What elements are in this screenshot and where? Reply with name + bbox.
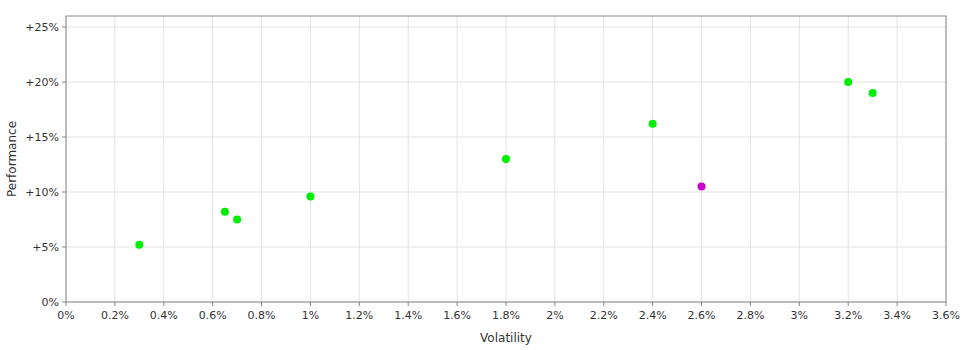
x-tick-label: 0.2% — [101, 309, 129, 322]
point — [502, 155, 510, 163]
series — [135, 78, 876, 249]
x-tick — [946, 302, 947, 306]
x-tick — [310, 302, 311, 306]
x-tick-label: 2.8% — [736, 309, 764, 322]
x-grid-line — [848, 16, 849, 302]
y-tick-label: +5% — [32, 241, 59, 254]
x-tick-label: 1.2% — [345, 309, 373, 322]
x-tick — [506, 302, 507, 306]
x-tick — [163, 302, 164, 306]
y-tick — [62, 247, 66, 248]
y-tick-label: 0% — [42, 296, 59, 309]
x-grid-line — [310, 16, 311, 302]
grid — [66, 16, 946, 302]
point — [844, 78, 852, 86]
x-tick-label: 1% — [302, 309, 319, 322]
x-tick-label: 3.6% — [932, 309, 960, 322]
x-tick-label: 0.8% — [248, 309, 276, 322]
y-grid-line — [66, 137, 946, 138]
y-tick-label: +15% — [25, 131, 59, 144]
plot-background — [66, 16, 946, 302]
x-tick-label: 3% — [791, 309, 808, 322]
y-grid-line — [66, 82, 946, 83]
x-grid-line — [750, 16, 751, 302]
y-tick — [62, 137, 66, 138]
x-tick-label: 0% — [57, 309, 74, 322]
x-grid-line — [408, 16, 409, 302]
x-grid-line — [897, 16, 898, 302]
y-tick-label: +25% — [25, 21, 59, 34]
x-grid-line — [701, 16, 702, 302]
x-tick-label: 3.4% — [883, 309, 911, 322]
x-tick — [212, 302, 213, 306]
y-grid-line — [66, 27, 946, 28]
chart-container: 0% 0.2% 0.4% 0.6% 0.8% 1% 1.2% 1.4% 1.6% 1.8% 2% 2.… — [0, 0, 966, 350]
x-tick — [603, 302, 604, 306]
x-grid-line — [359, 16, 360, 302]
x-tick-label: 2.2% — [590, 309, 618, 322]
x-grid-line — [457, 16, 458, 302]
x-tick — [652, 302, 653, 306]
y-grid-line — [66, 247, 946, 248]
chart: 0% 0.2% 0.4% 0.6% 0.8% 1% 1.2% 1.4% 1.6% 1.8% 2% 2.… — [0, 0, 966, 350]
point — [233, 216, 241, 224]
x-tick — [554, 302, 555, 306]
x-tick-label: 3.2% — [834, 309, 862, 322]
point — [869, 89, 877, 97]
x-tick — [848, 302, 849, 306]
x-tick — [408, 302, 409, 306]
series — [698, 183, 706, 191]
x-tick — [457, 302, 458, 306]
point — [649, 120, 657, 128]
x-grid-line — [652, 16, 653, 302]
x-tick — [66, 302, 67, 306]
point — [306, 192, 314, 200]
x-axis-label: Volatility — [480, 331, 532, 345]
x-tick — [701, 302, 702, 306]
y-tick — [62, 27, 66, 28]
x-tick — [114, 302, 115, 306]
x-tick-label: 1.8% — [492, 309, 520, 322]
points — [135, 78, 876, 249]
x-tick — [261, 302, 262, 306]
tick-labels: 0% 0.2% 0.4% 0.6% 0.8% 1% 1.2% 1.4% 1.6% 1.8% 2% 2.… — [25, 21, 960, 322]
x-grid-line — [554, 16, 555, 302]
y-axis-label: Performance — [5, 121, 19, 197]
x-tick — [750, 302, 751, 306]
plot-frame — [66, 16, 946, 302]
x-tick — [799, 302, 800, 306]
y-tick — [62, 192, 66, 193]
x-tick-label: 2.4% — [639, 309, 667, 322]
x-grid-line — [603, 16, 604, 302]
x-tick-label: 2.6% — [688, 309, 716, 322]
x-tick-label: 1.4% — [394, 309, 422, 322]
x-grid-line — [212, 16, 213, 302]
x-tick — [359, 302, 360, 306]
x-tick-label: 0.4% — [150, 309, 178, 322]
y-grid-line — [66, 192, 946, 193]
x-tick-label: 2% — [546, 309, 563, 322]
point — [135, 241, 143, 249]
point — [698, 183, 706, 191]
x-tick — [897, 302, 898, 306]
x-grid-line — [799, 16, 800, 302]
x-grid-line — [163, 16, 164, 302]
y-tick-label: +10% — [25, 186, 59, 199]
x-grid-line — [114, 16, 115, 302]
point — [221, 208, 229, 216]
y-tick — [62, 302, 66, 303]
x-tick-label: 0.6% — [199, 309, 227, 322]
y-tick — [62, 82, 66, 83]
x-grid-line — [261, 16, 262, 302]
y-tick-label: +20% — [25, 76, 59, 89]
x-tick-label: 1.6% — [443, 309, 471, 322]
